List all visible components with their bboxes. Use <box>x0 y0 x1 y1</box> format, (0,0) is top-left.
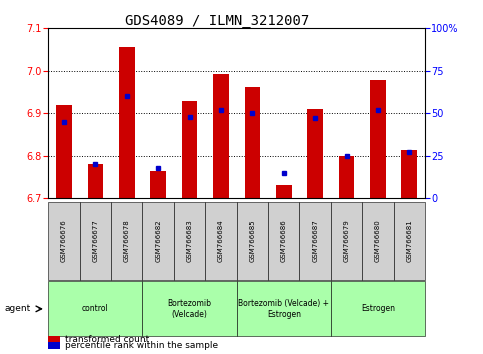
Bar <box>244 86 260 198</box>
Text: transformed count: transformed count <box>65 335 149 344</box>
Text: percentile rank within the sample: percentile rank within the sample <box>65 341 218 350</box>
Text: GSM766685: GSM766685 <box>249 219 256 262</box>
Text: GSM766682: GSM766682 <box>155 219 161 262</box>
Bar <box>182 101 198 198</box>
Bar <box>213 74 229 198</box>
Text: GSM766680: GSM766680 <box>375 219 381 262</box>
Text: GDS4089 / ILMN_3212007: GDS4089 / ILMN_3212007 <box>125 14 310 28</box>
Bar <box>56 105 72 198</box>
Bar <box>87 164 103 198</box>
Text: agent: agent <box>5 304 31 313</box>
Text: Bortezomib (Velcade) +
Estrogen: Bortezomib (Velcade) + Estrogen <box>238 299 329 319</box>
Text: GSM766679: GSM766679 <box>343 219 350 262</box>
Text: GSM766678: GSM766678 <box>124 219 130 262</box>
Bar <box>370 80 386 198</box>
Text: control: control <box>82 304 109 313</box>
Text: GSM766687: GSM766687 <box>312 219 318 262</box>
Bar <box>119 47 135 198</box>
Bar <box>339 156 355 198</box>
Bar <box>307 109 323 198</box>
Text: GSM766686: GSM766686 <box>281 219 287 262</box>
Text: GSM766683: GSM766683 <box>186 219 193 262</box>
Text: GSM766676: GSM766676 <box>61 219 67 262</box>
Text: GSM766681: GSM766681 <box>406 219 412 262</box>
Bar <box>276 185 292 198</box>
Text: GSM766684: GSM766684 <box>218 219 224 262</box>
Text: Bortezomib
(Velcade): Bortezomib (Velcade) <box>168 299 212 319</box>
Bar <box>401 150 417 198</box>
Text: Estrogen: Estrogen <box>361 304 395 313</box>
Bar <box>150 171 166 198</box>
Text: GSM766677: GSM766677 <box>92 219 99 262</box>
